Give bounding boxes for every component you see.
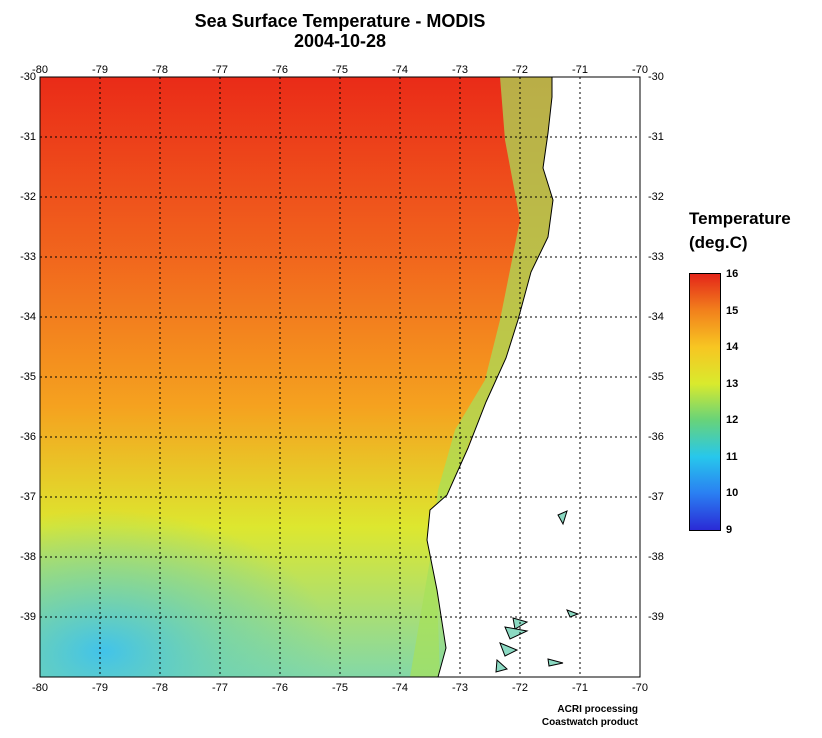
latitude-tick-label: -36 (648, 431, 664, 443)
longitude-tick-label: -70 (632, 64, 648, 76)
longitude-tick-label: -77 (212, 682, 228, 694)
colorbar-value-label: 11 (726, 450, 738, 463)
longitude-tick-label: -72 (512, 682, 528, 694)
latitude-tick-label: -37 (648, 491, 664, 503)
island-shape (566, 609, 580, 618)
land-mass (426, 76, 641, 678)
longitude-tick-label: -80 (32, 682, 48, 694)
longitude-tick-label: -75 (332, 682, 348, 694)
latitude-tick-label: -38 (648, 551, 664, 563)
latitude-tick-label: -33 (20, 251, 36, 263)
latitude-tick-label: -39 (648, 611, 664, 623)
colorbar-value-label: 12 (726, 414, 739, 427)
latitude-tick-label: -39 (20, 611, 36, 623)
map-frame (39, 76, 641, 678)
processing-credit: ACRI processing (557, 704, 638, 715)
longitude-tick-label: -71 (572, 682, 588, 694)
latitude-tick-label: -35 (20, 371, 36, 383)
island-shape (499, 642, 519, 657)
longitude-tick-label: -73 (452, 64, 468, 76)
latitude-tick-label: -34 (20, 311, 36, 323)
longitude-tick-label: -80 (32, 64, 48, 76)
latitude-tick-label: -31 (648, 131, 664, 143)
legend-title: Temperature (689, 209, 791, 228)
latitude-tick-label: -32 (648, 191, 664, 203)
longitude-tick-label: -74 (392, 64, 408, 76)
latitude-tick-label: -34 (648, 311, 664, 323)
island-shape (504, 626, 529, 640)
latitude-tick-label: -31 (20, 131, 36, 143)
island-shape (557, 510, 568, 526)
longitude-tick-label: -74 (392, 682, 408, 694)
latitude-tick-label: -37 (20, 491, 36, 503)
product-credit: Coastwatch product (541, 717, 638, 728)
colorbar-value-label: 13 (726, 377, 739, 390)
temperature-colorbar (689, 273, 721, 531)
longitude-tick-label: -79 (92, 64, 108, 76)
latitude-tick-label: -30 (20, 71, 36, 83)
latitude-tick-label: -35 (648, 371, 664, 383)
longitude-tick-label: -70 (632, 682, 648, 694)
legend-units: (deg.C) (689, 233, 748, 252)
latitude-tick-label: -30 (648, 71, 664, 83)
longitude-tick-label: -75 (332, 64, 348, 76)
coastal-upwelling-band (410, 77, 560, 677)
map-title: Sea Surface Temperature - MODIS (194, 11, 486, 31)
latitude-tick-label: -38 (20, 551, 36, 563)
cool-water-patch (40, 420, 460, 677)
longitude-tick-label: -79 (92, 682, 108, 694)
latitude-tick-label: -33 (648, 251, 664, 263)
island-shape (495, 658, 509, 673)
longitude-tick-label: -78 (152, 64, 168, 76)
longitude-tick-label: -72 (512, 64, 528, 76)
longitude-tick-label: -73 (452, 682, 468, 694)
grid-lines (40, 77, 640, 677)
colorbar-value-label: 10 (726, 487, 739, 500)
longitude-tick-label: -76 (272, 682, 288, 694)
map-date: 2004-10-28 (293, 31, 387, 51)
colorbar-value-label: 16 (726, 268, 739, 280)
longitude-tick-label: -71 (572, 64, 588, 76)
island-shape (547, 658, 564, 667)
latitude-tick-label: -36 (20, 431, 36, 443)
longitude-tick-label: -78 (152, 682, 168, 694)
colorbar-value-label: 14 (726, 341, 739, 354)
longitude-tick-label: -77 (212, 64, 228, 76)
latitude-tick-label: -32 (20, 191, 36, 203)
coastal-islands (495, 510, 580, 673)
longitude-tick-label: -76 (272, 64, 288, 76)
colorbar-value-label: 9 (726, 524, 733, 536)
colorbar-value-label: 15 (726, 304, 739, 317)
